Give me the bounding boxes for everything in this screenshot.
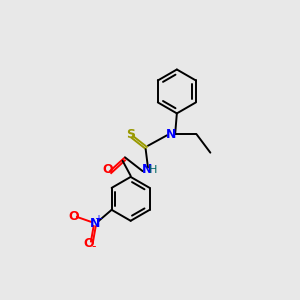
Text: O: O <box>84 237 94 250</box>
Text: +: + <box>94 214 102 224</box>
Text: H: H <box>149 165 158 175</box>
Text: O: O <box>69 210 80 223</box>
Text: -: - <box>92 240 96 253</box>
Text: N: N <box>142 164 152 176</box>
Text: O: O <box>102 164 113 176</box>
Text: S: S <box>126 128 135 141</box>
Text: N: N <box>166 128 176 141</box>
Text: N: N <box>90 217 100 230</box>
